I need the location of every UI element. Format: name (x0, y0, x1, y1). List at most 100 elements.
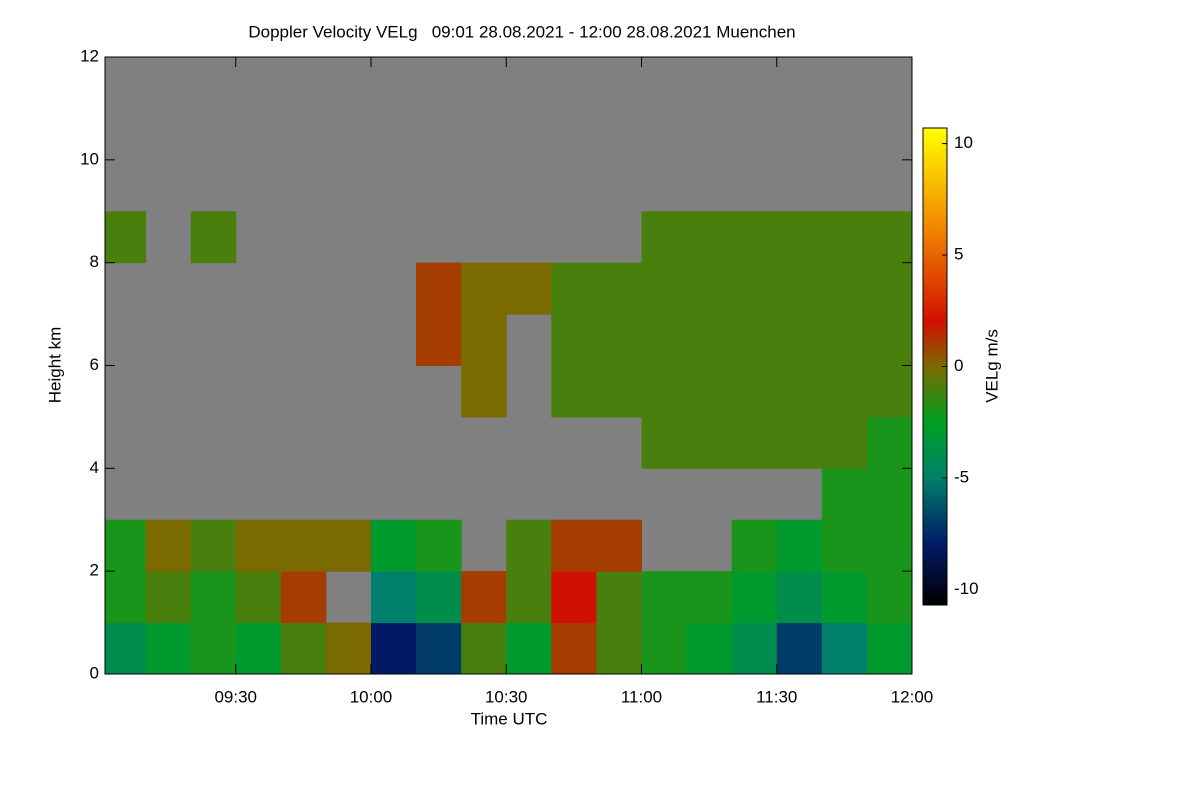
heatmap-cell (551, 365, 597, 418)
heatmap-cell (866, 622, 912, 674)
heatmap-cell (190, 571, 237, 624)
x-tick-label: 10:30 (485, 687, 528, 706)
heatmap-cell (731, 622, 778, 674)
heatmap-cell (686, 571, 733, 624)
heatmap-cell (686, 314, 733, 366)
heatmap-cell (596, 365, 642, 418)
heatmap-cell (551, 519, 597, 572)
heatmap-cell (596, 314, 642, 366)
heatmap-cell (686, 622, 733, 674)
heatmap-cell (641, 365, 688, 418)
heatmap-cell (190, 211, 237, 264)
heatmap-cell (506, 262, 552, 315)
heatmap-cell (776, 314, 823, 366)
heatmap-cell (461, 365, 507, 418)
heatmap-cell (821, 211, 868, 264)
y-tick-label: 0 (90, 663, 99, 682)
heatmap-cell (641, 571, 688, 624)
heatmap-cell (866, 468, 912, 521)
heatmap-cell (235, 571, 282, 624)
heatmap-cell (866, 571, 912, 624)
heatmap-cell (461, 571, 507, 624)
heatmap-cell (776, 365, 823, 418)
heatmap-cell (731, 211, 778, 264)
heatmap-cell (776, 211, 823, 264)
x-tick-label: 11:30 (756, 687, 797, 706)
heatmap-cell (416, 622, 462, 674)
heatmap-cell (325, 622, 372, 674)
heatmap-cell (506, 571, 552, 624)
heatmap-cell (506, 622, 552, 674)
heatmap-cell (461, 262, 507, 315)
heatmap-cell (596, 571, 642, 624)
heatmap-cell (776, 622, 823, 674)
heatmap-cell (596, 519, 642, 572)
heatmap-cell (821, 416, 868, 469)
heatmap-cell (866, 416, 912, 469)
heatmap-cell (686, 416, 733, 469)
y-tick-label: 12 (80, 46, 99, 65)
heatmap-cell (280, 519, 327, 572)
x-tick-label: 10:00 (350, 687, 393, 706)
heatmap-cell (370, 519, 417, 572)
heatmap-cell (776, 571, 823, 624)
heatmap-cell (821, 519, 868, 572)
heatmap-cell (731, 571, 778, 624)
y-tick-label: 10 (80, 149, 99, 168)
heatmap-cell (370, 622, 417, 674)
x-tick-label: 12:00 (891, 687, 934, 706)
heatmap-cell (370, 571, 417, 624)
heatmap-cell (776, 416, 823, 469)
heatmap-cell (866, 519, 912, 572)
heatmap (105, 211, 912, 674)
heatmap-cell (145, 519, 192, 572)
y-tick-label: 6 (90, 355, 99, 374)
heatmap-cell (105, 519, 147, 572)
x-tick-label: 09:30 (214, 687, 257, 706)
heatmap-cell (596, 262, 642, 315)
heatmap-cell (416, 571, 462, 624)
heatmap-cell (190, 622, 237, 674)
heatmap-cell (686, 262, 733, 315)
heatmap-cell (416, 314, 462, 366)
heatmap-cell (776, 519, 823, 572)
heatmap-cell (866, 314, 912, 366)
heatmap-cell (551, 262, 597, 315)
colorbar-tick-label: 10 (954, 133, 973, 152)
colorbar-tick-label: -5 (954, 467, 969, 486)
heatmap-cell (551, 571, 597, 624)
colorbar-label: VELg m/s (982, 329, 1001, 403)
heatmap-cell (416, 262, 462, 315)
heatmap-cell (641, 416, 688, 469)
heatmap-cell (821, 365, 868, 418)
heatmap-cell (686, 365, 733, 418)
heatmap-cell (731, 262, 778, 315)
colorbar-tick-label: 5 (954, 245, 963, 264)
heatmap-cell (105, 571, 147, 624)
heatmap-cell (641, 314, 688, 366)
heatmap-cell (105, 211, 147, 264)
heatmap-cell (821, 468, 868, 521)
x-tick-label: 11:00 (621, 687, 662, 706)
colorbar-tick-label: -10 (954, 579, 979, 598)
heatmap-cell (190, 519, 237, 572)
heatmap-cell (325, 519, 372, 572)
heatmap-cell (235, 519, 282, 572)
heatmap-cell (280, 571, 327, 624)
y-tick-label: 8 (90, 252, 99, 271)
heatmap-cell (551, 622, 597, 674)
y-tick-label: 4 (90, 458, 99, 477)
heatmap-cell (821, 314, 868, 366)
heatmap-cell (731, 365, 778, 418)
colorbar-tick-label: 0 (954, 356, 963, 375)
y-tick-label: 2 (90, 561, 99, 580)
y-axis-label: Height km (45, 327, 64, 404)
heatmap-cell (280, 622, 327, 674)
heatmap-cell (731, 416, 778, 469)
heatmap-cell (821, 262, 868, 315)
heatmap-cell (686, 211, 733, 264)
heatmap-cell (551, 314, 597, 366)
x-axis-label: Time UTC (471, 709, 548, 728)
heatmap-cell (866, 211, 912, 264)
